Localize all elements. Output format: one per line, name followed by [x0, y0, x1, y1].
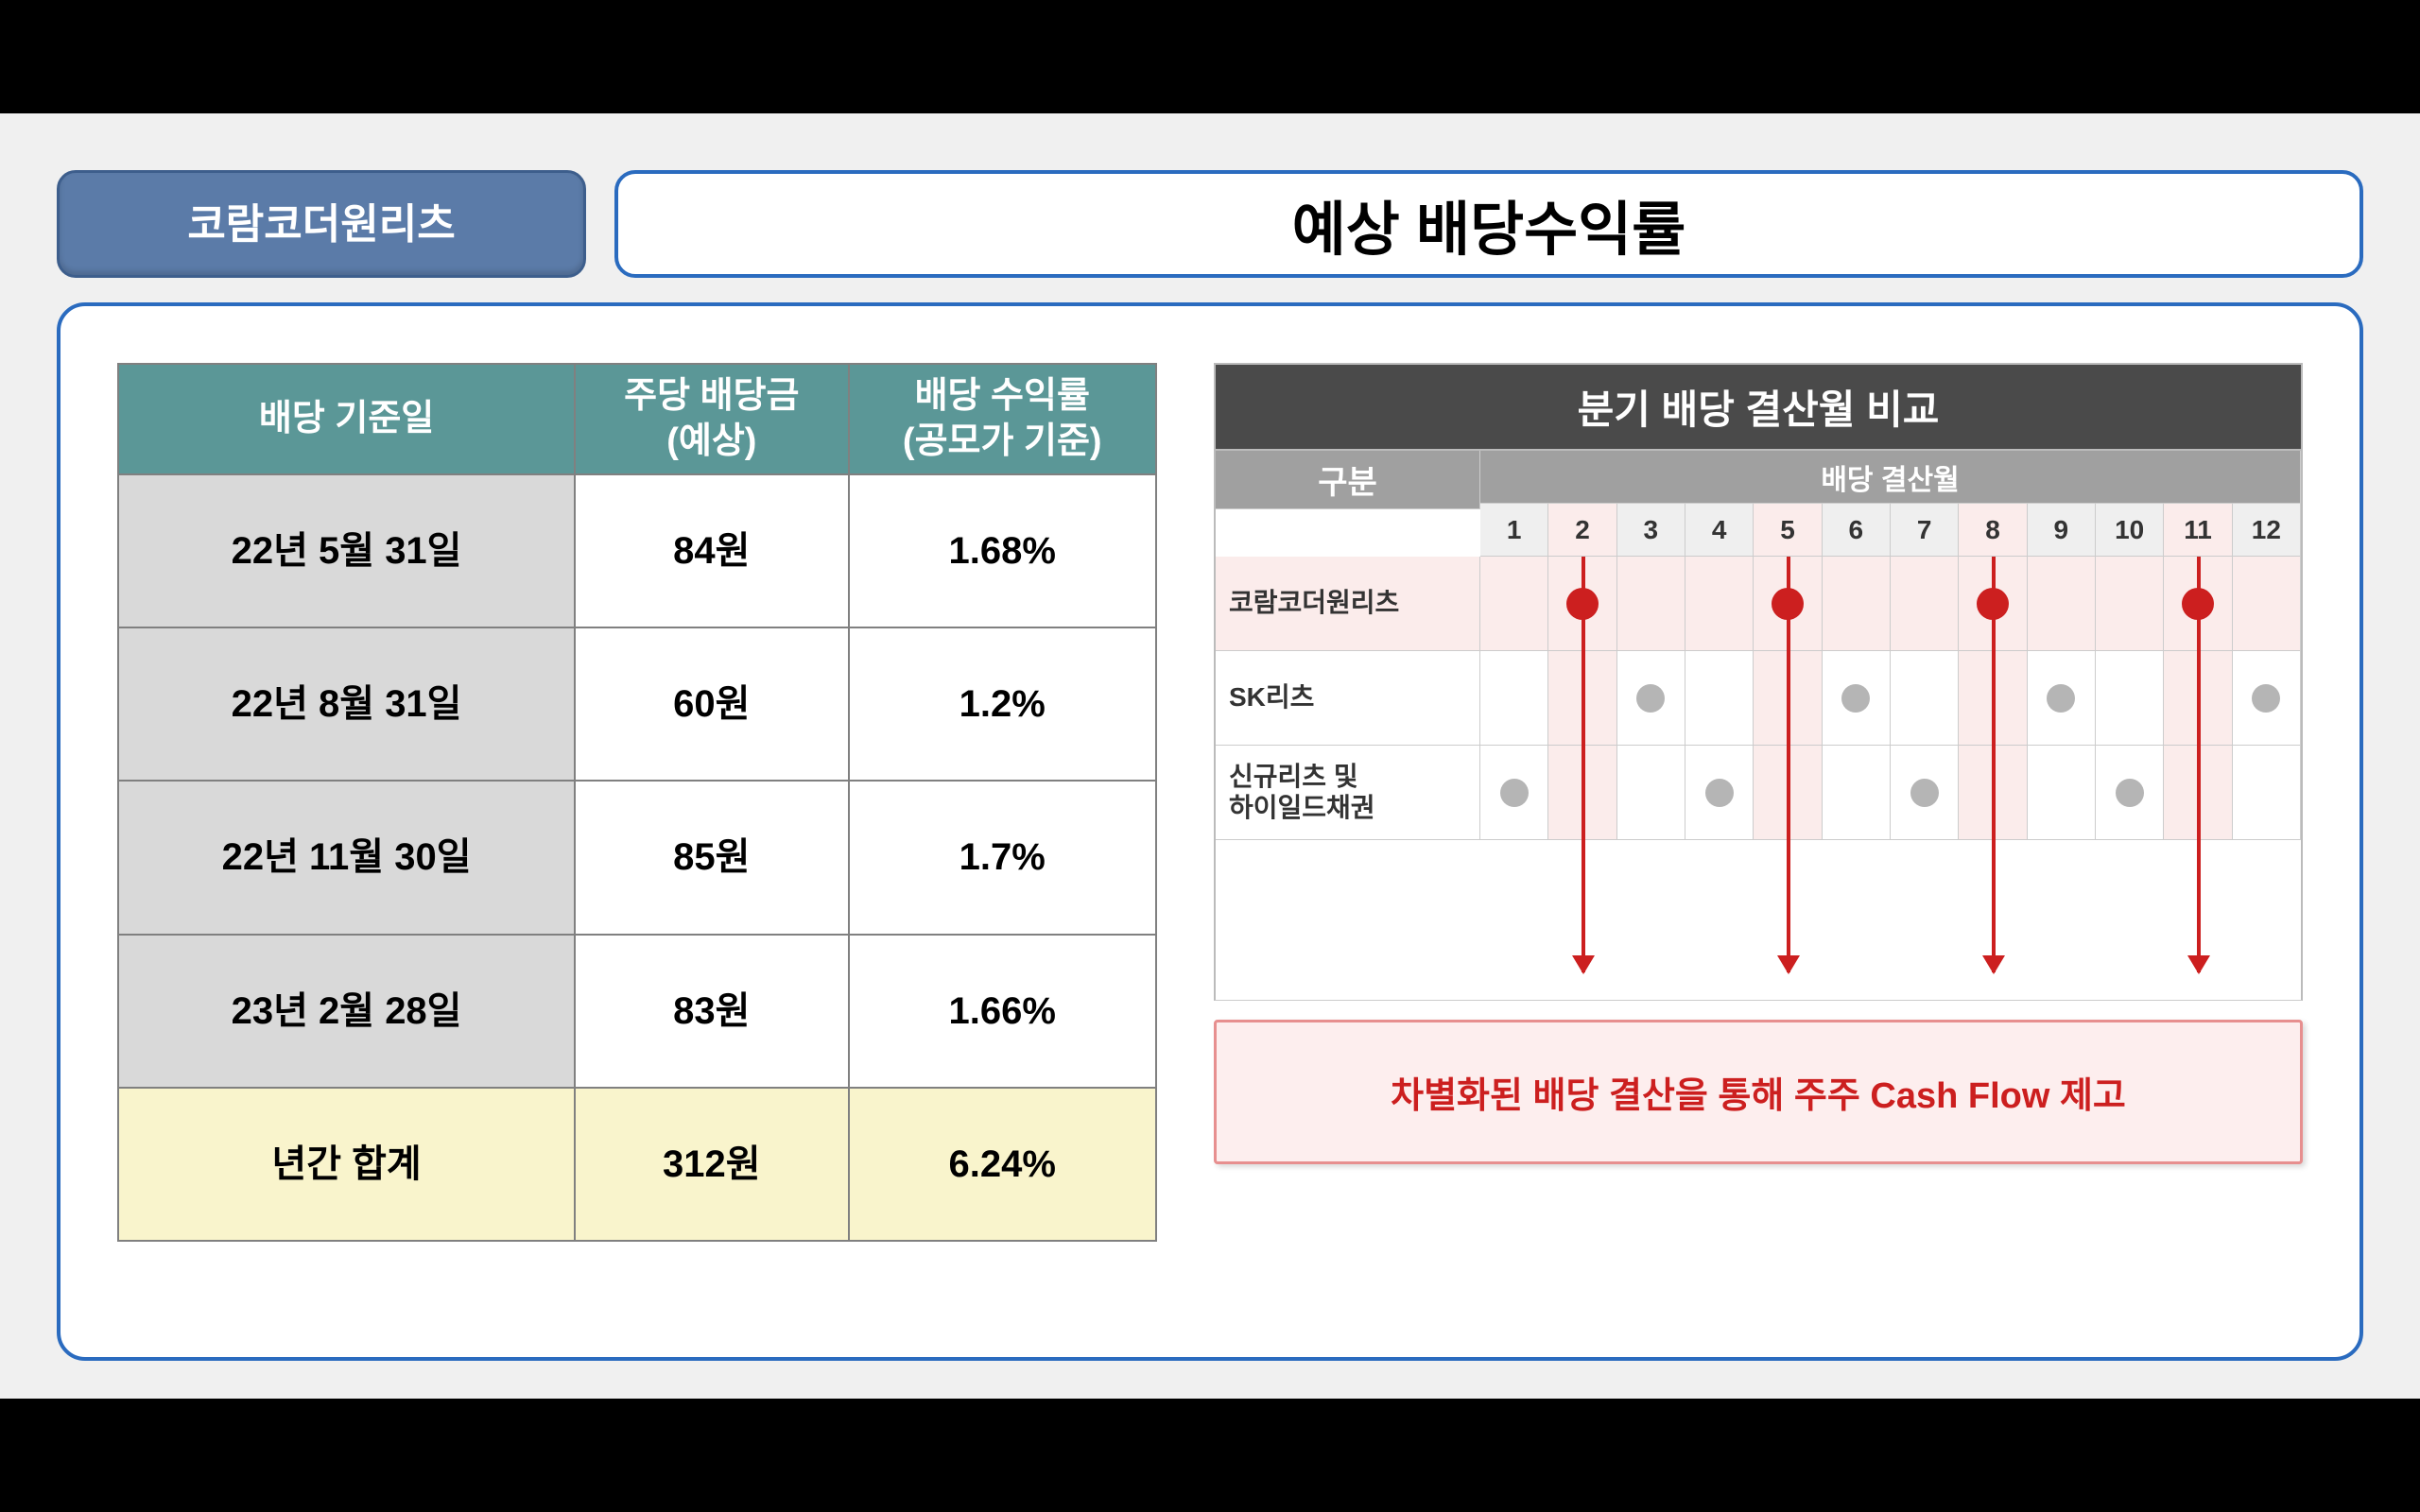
company-chip: 코람코더원리츠: [57, 170, 586, 278]
chart-cell: [2096, 557, 2164, 651]
content-panel: 배당 기준일 주당 배당금 (예상) 배당 수익률 (공모가 기준) 22년 5…: [57, 302, 2363, 1361]
chart-cell: [1617, 557, 1685, 651]
chart-cell: [2028, 651, 2096, 746]
table-row: 23년 2월 28일83원1.66%: [118, 935, 1156, 1088]
chart-corner: 구분: [1216, 451, 1480, 509]
dot-gray-icon: [1636, 684, 1665, 713]
chart-month-head: 4: [1685, 504, 1754, 557]
chart-month-head: 10: [2096, 504, 2164, 557]
cell-yld: 1.2%: [849, 627, 1156, 781]
chart-cell: [1480, 557, 1548, 651]
chart-cell: [2096, 651, 2164, 746]
settlement-chart: 분기 배당 결산월 비교 구분배당 결산월123456789101112코람코더…: [1214, 363, 2303, 1319]
chart-cell: [1685, 746, 1754, 840]
cell-yld: 1.66%: [849, 935, 1156, 1088]
chart-cell: [2096, 746, 2164, 840]
chart-row-label: SK리츠: [1216, 651, 1480, 746]
slide: 코람코더원리츠 예상 배당수익률 배당 기준일 주당 배당금 (예상) 배당 수…: [0, 76, 2420, 1436]
chart-cell: [2233, 557, 2301, 651]
table-row-sum: 년간 합계312원6.24%: [118, 1088, 1156, 1241]
cell-yld: 1.68%: [849, 474, 1156, 627]
chart-cell: [1823, 557, 1891, 651]
dot-gray-icon: [2252, 684, 2280, 713]
chart-row-label: 신규리츠 및 하이일드채권: [1216, 746, 1480, 840]
chart-month-head: 6: [1823, 504, 1891, 557]
header: 코람코더원리츠 예상 배당수익률: [57, 170, 2363, 278]
chart-cell: [1480, 651, 1548, 746]
dot-gray-icon: [2047, 684, 2075, 713]
chart-cell: [1891, 746, 1959, 840]
th-dps: 주당 배당금 (예상): [575, 364, 848, 474]
cell-date: 22년 5월 31일: [118, 474, 575, 627]
chart-month-head: 2: [1548, 504, 1616, 557]
chart-callout: 차별화된 배당 결산을 통해 주주 Cash Flow 제고: [1214, 1020, 2303, 1164]
cell-sum-label: 년간 합계: [118, 1088, 575, 1241]
cell-dps: 83원: [575, 935, 848, 1088]
th-yld: 배당 수익률 (공모가 기준): [849, 364, 1156, 474]
chart-title: 분기 배당 결산월 비교: [1214, 363, 2303, 451]
chart-cell: [1891, 557, 1959, 651]
arrow-down-icon: [1992, 557, 1996, 972]
chart-cell: [1617, 651, 1685, 746]
chart-cell: [2233, 746, 2301, 840]
chart-arrows: [1214, 840, 2303, 1001]
table-row: 22년 5월 31일84원1.68%: [118, 474, 1156, 627]
cell-dps: 60원: [575, 627, 848, 781]
chart-month-head: 12: [2233, 504, 2301, 557]
dot-gray-icon: [2116, 779, 2144, 807]
chart-cell: [1823, 746, 1891, 840]
cell-sum-yld: 6.24%: [849, 1088, 1156, 1241]
chart-row-label: 코람코더원리츠: [1216, 557, 1480, 651]
arrow-down-icon: [2197, 557, 2201, 972]
chart-cell: [2233, 651, 2301, 746]
chart-month-head: 8: [1959, 504, 2027, 557]
cell-date: 22년 8월 31일: [118, 627, 575, 781]
cell-date: 22년 11월 30일: [118, 781, 575, 934]
chart-cell: [1685, 557, 1754, 651]
dot-gray-icon: [1705, 779, 1734, 807]
chart-cell: [2028, 557, 2096, 651]
chart-month-head: 9: [2028, 504, 2096, 557]
chart-main-head: 배당 결산월: [1480, 451, 2301, 504]
arrow-down-icon: [1582, 557, 1585, 972]
chart-month-head: 3: [1617, 504, 1685, 557]
page-title: 예상 배당수익률: [614, 170, 2363, 278]
cell-sum-dps: 312원: [575, 1088, 848, 1241]
chart-cell: [1480, 746, 1548, 840]
chart-month-head: 11: [2164, 504, 2232, 557]
cell-dps: 85원: [575, 781, 848, 934]
chart-month-head: 7: [1891, 504, 1959, 557]
chart-month-head: 5: [1754, 504, 1822, 557]
cell-yld: 1.7%: [849, 781, 1156, 934]
chart-cell: [2028, 746, 2096, 840]
dividend-table: 배당 기준일 주당 배당금 (예상) 배당 수익률 (공모가 기준) 22년 5…: [117, 363, 1157, 1242]
cell-dps: 84원: [575, 474, 848, 627]
dot-gray-icon: [1841, 684, 1870, 713]
table-row: 22년 8월 31일60원1.2%: [118, 627, 1156, 781]
chart-cell: [1685, 651, 1754, 746]
chart-cell: [1891, 651, 1959, 746]
chart-grid: 구분배당 결산월123456789101112코람코더원리츠SK리츠신규리츠 및…: [1214, 451, 2303, 840]
cell-date: 23년 2월 28일: [118, 935, 575, 1088]
dot-gray-icon: [1500, 779, 1529, 807]
chart-month-head: 1: [1480, 504, 1548, 557]
chart-cell: [1823, 651, 1891, 746]
chart-cell: [1617, 746, 1685, 840]
letterbox-top: [0, 76, 2420, 113]
dot-gray-icon: [1910, 779, 1939, 807]
th-date: 배당 기준일: [118, 364, 575, 474]
table-row: 22년 11월 30일85원1.7%: [118, 781, 1156, 934]
letterbox-bottom: [0, 1399, 2420, 1436]
arrow-down-icon: [1787, 557, 1790, 972]
